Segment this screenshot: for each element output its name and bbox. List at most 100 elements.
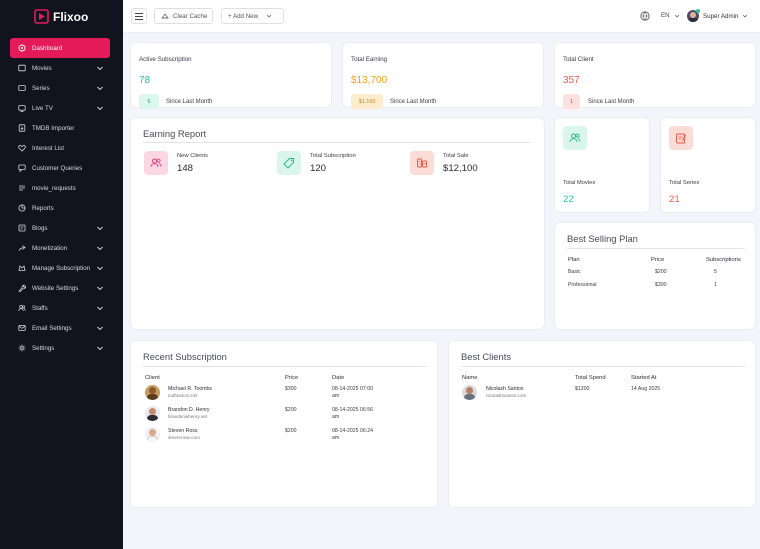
sidebar-item-live-tv[interactable]: Live TV (10, 98, 110, 118)
divider (461, 366, 745, 367)
edit-note-icon (676, 133, 686, 144)
divider (143, 366, 427, 367)
chevron-down-icon (97, 306, 103, 311)
sidebar-item-label: Series (32, 84, 50, 92)
chevron-down-icon (97, 326, 103, 331)
sidebar-item-label: movie_requests (32, 184, 76, 192)
sidebar-item-customer-queries[interactable]: Customer Queries (10, 158, 110, 178)
total-movies-card: Total Movies 22 (554, 117, 650, 213)
report-label: Total Sale (443, 153, 469, 159)
date-cell: 08-14-2025 06:24 (332, 428, 373, 434)
section-title: Best Clients (461, 351, 512, 362)
sidebar-item-monetization[interactable]: Monetization (10, 238, 110, 258)
app-name: Flixoo (53, 9, 89, 24)
total-value: 21 (669, 194, 680, 205)
time-cell: am (332, 393, 340, 399)
sidebar-item-staffs[interactable]: Staffs (10, 298, 110, 318)
language-selector[interactable]: EN (661, 12, 680, 19)
total-label: Total Movies (563, 180, 596, 186)
divider (567, 248, 745, 249)
language-label: EN (661, 12, 670, 19)
avatar (462, 385, 477, 400)
sidebar-item-label: Staffs (32, 304, 48, 312)
table-cell: $200 (655, 269, 667, 275)
broom-icon (161, 13, 169, 19)
sidebar-item-manage-subscription[interactable]: Manage Subscription (10, 258, 110, 278)
chevron-down-icon (97, 286, 103, 291)
total-subscription-icon-box (277, 151, 301, 175)
sidebar-item-settings[interactable]: Settings (10, 338, 110, 358)
coins-icon (417, 158, 427, 168)
section-title: Earning Report (143, 128, 207, 139)
started-cell: 14 Aug 2025 (631, 386, 661, 392)
sidebar-item-dashboard[interactable]: Dashboard (10, 38, 110, 58)
stat-badge: 6 (139, 94, 159, 109)
import-icon (18, 124, 26, 132)
report-label: Total Subscription (310, 153, 356, 159)
sidebar-item-website-settings[interactable]: Website Settings (10, 278, 110, 298)
user-menu[interactable]: Super Admin (687, 9, 748, 22)
sidebar-item-label: Email Settings (32, 324, 72, 332)
sidebar-item-movie-requests[interactable]: movie_requests (10, 178, 110, 198)
table-cell: Professional (568, 282, 597, 288)
movies-icon-box (563, 126, 587, 150)
chevron-down-icon (674, 14, 679, 18)
client-email: brandonwhenry.net (168, 414, 207, 419)
chevron-down-icon (97, 246, 103, 251)
sidebar-item-reports[interactable]: Reports (10, 198, 110, 218)
client-email: nicolashsantos.com (486, 393, 527, 398)
avatar (145, 385, 160, 400)
add-new-dropdown[interactable]: + Add New (221, 8, 284, 24)
time-cell: am (332, 414, 340, 420)
sidebar-item-tmdb-importer[interactable]: TMDB Importer (10, 118, 110, 138)
sidebar-item-email-settings[interactable]: Email Settings (10, 318, 110, 338)
app-logo[interactable]: Flixoo (34, 9, 88, 24)
sidebar-item-blogs[interactable]: Blogs (10, 218, 110, 238)
sidebar-item-label: Manage Subscription (32, 264, 91, 272)
spend-cell: $1200 (575, 386, 590, 392)
stat-value: 357 (563, 75, 580, 86)
sidebar-item-label: Movies (32, 64, 52, 72)
stat-value: 78 (139, 75, 151, 86)
table-header: Name (462, 375, 478, 381)
divider (143, 142, 531, 143)
globe-icon[interactable] (640, 11, 650, 21)
total-sale-icon-box (410, 151, 434, 175)
client-name: Michael R. Toombs (168, 386, 213, 392)
section-title: Best Selling Plan (567, 233, 638, 244)
sidebar-item-series[interactable]: Series (10, 78, 110, 98)
report-value: 120 (310, 163, 327, 174)
report-label: New Clients (177, 153, 208, 159)
table-header: Date (332, 375, 345, 381)
chevron-down-icon (97, 226, 103, 231)
stat-badge: $1,100 (351, 94, 383, 109)
topbar: Clear Cache + Add New EN Super Admin (123, 0, 760, 33)
new-clients-icon-box (144, 151, 168, 175)
stat-title: Active Subscription (139, 56, 192, 63)
active-subscription-card: Active Subscription 78 6 Since Last Mont… (130, 42, 332, 109)
tag-icon (283, 158, 294, 169)
users-icon (569, 133, 581, 143)
best-selling-plan-card: Best Selling Plan Plan Price Subscriptio… (554, 222, 756, 330)
chevron-down-icon (97, 266, 103, 271)
add-new-label: + Add New (228, 12, 259, 20)
wrench-icon (18, 284, 26, 292)
dashboard-icon (18, 44, 26, 52)
client-name: Nicolash Santos (486, 386, 524, 392)
total-earning-card: Total Earning $13,700 $1,100 Since Last … (342, 42, 544, 109)
total-label: Total Series (669, 180, 700, 186)
movie-icon (18, 64, 26, 72)
sidebar-item-label: Interest List (32, 144, 64, 152)
sidebar-item-movies[interactable]: Movies (10, 58, 110, 78)
avatar (145, 427, 160, 442)
tv-icon (18, 105, 26, 112)
sidebar-item-interest-list[interactable]: Interest List (10, 138, 110, 158)
sidebar-item-label: Dashboard (32, 44, 63, 52)
stat-title: Total Client (563, 56, 594, 63)
menu-toggle-button[interactable] (131, 8, 147, 24)
price-cell: $200 (285, 407, 297, 413)
clear-cache-button[interactable]: Clear Cache (154, 8, 213, 24)
stat-value: $13,700 (351, 75, 388, 86)
chevron-down-icon (97, 106, 103, 111)
client-email: stevecross.com (168, 435, 200, 440)
